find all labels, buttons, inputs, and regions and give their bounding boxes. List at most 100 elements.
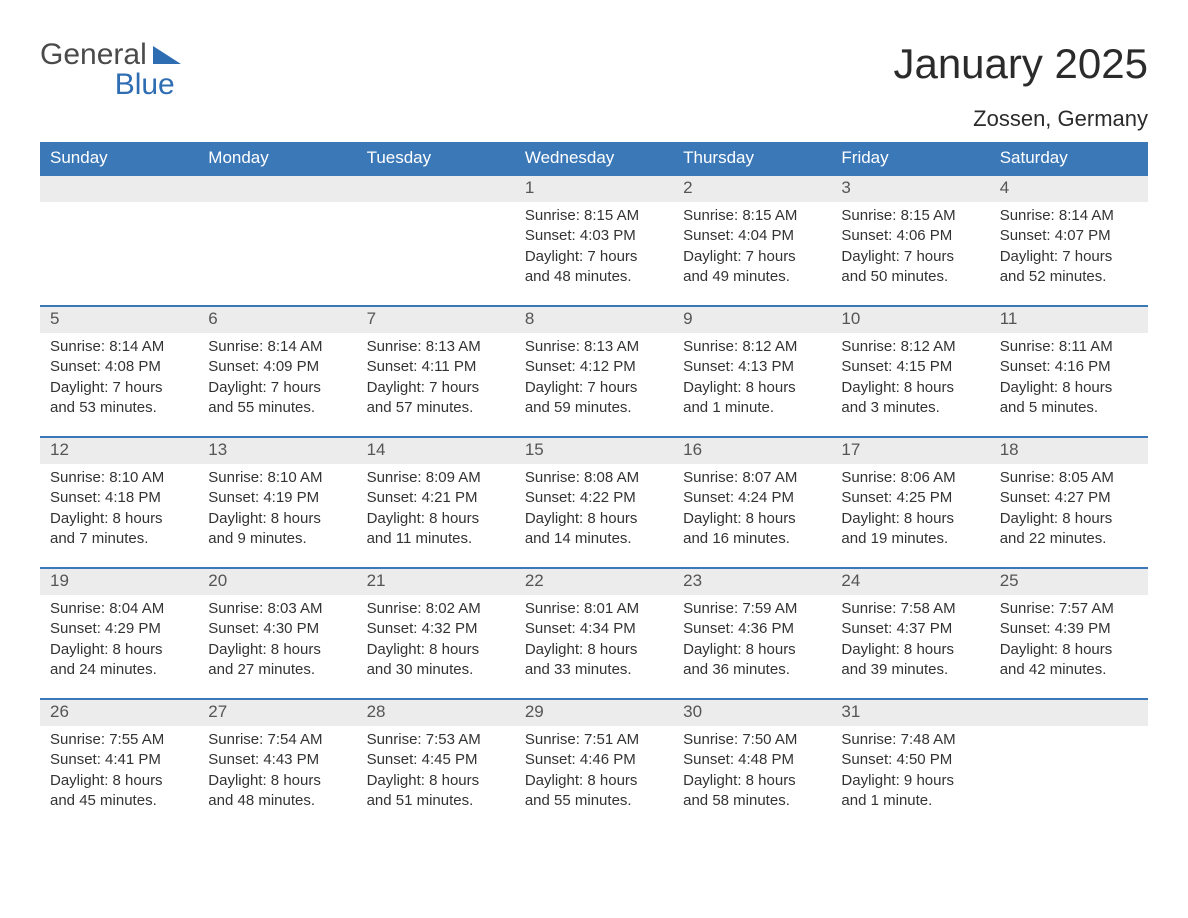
week-row: 26Sunrise: 7:55 AMSunset: 4:41 PMDayligh… bbox=[40, 698, 1148, 811]
day-cell: 18Sunrise: 8:05 AMSunset: 4:27 PMDayligh… bbox=[990, 438, 1148, 549]
daylight-line-1: Daylight: 8 hours bbox=[1000, 378, 1138, 398]
daylight-line-1: Daylight: 8 hours bbox=[367, 771, 505, 791]
day-body: Sunrise: 8:12 AMSunset: 4:15 PMDaylight:… bbox=[831, 333, 989, 418]
sunset-line: Sunset: 4:25 PM bbox=[841, 488, 979, 508]
day-number bbox=[40, 176, 198, 202]
daylight-line-2: and 3 minutes. bbox=[841, 398, 979, 418]
day-number: 9 bbox=[673, 307, 831, 333]
sunrise-line: Sunrise: 8:01 AM bbox=[525, 599, 663, 619]
day-cell: 11Sunrise: 8:11 AMSunset: 4:16 PMDayligh… bbox=[990, 307, 1148, 418]
sunset-line: Sunset: 4:03 PM bbox=[525, 226, 663, 246]
weekday-header-row: Sunday Monday Tuesday Wednesday Thursday… bbox=[40, 142, 1148, 174]
daylight-line-1: Daylight: 7 hours bbox=[208, 378, 346, 398]
sunset-line: Sunset: 4:08 PM bbox=[50, 357, 188, 377]
day-number: 24 bbox=[831, 569, 989, 595]
day-cell: 24Sunrise: 7:58 AMSunset: 4:37 PMDayligh… bbox=[831, 569, 989, 680]
day-body: Sunrise: 8:14 AMSunset: 4:08 PMDaylight:… bbox=[40, 333, 198, 418]
daylight-line-2: and 24 minutes. bbox=[50, 660, 188, 680]
day-cell: 25Sunrise: 7:57 AMSunset: 4:39 PMDayligh… bbox=[990, 569, 1148, 680]
sunset-line: Sunset: 4:21 PM bbox=[367, 488, 505, 508]
location-subtitle: Zossen, Germany bbox=[893, 106, 1148, 132]
day-number: 14 bbox=[357, 438, 515, 464]
sunrise-line: Sunrise: 8:06 AM bbox=[841, 468, 979, 488]
day-body: Sunrise: 8:02 AMSunset: 4:32 PMDaylight:… bbox=[357, 595, 515, 680]
daylight-line-1: Daylight: 8 hours bbox=[208, 509, 346, 529]
day-number: 16 bbox=[673, 438, 831, 464]
sunset-line: Sunset: 4:32 PM bbox=[367, 619, 505, 639]
day-cell: 17Sunrise: 8:06 AMSunset: 4:25 PMDayligh… bbox=[831, 438, 989, 549]
sunrise-line: Sunrise: 8:07 AM bbox=[683, 468, 821, 488]
day-number: 10 bbox=[831, 307, 989, 333]
sunset-line: Sunset: 4:12 PM bbox=[525, 357, 663, 377]
daylight-line-1: Daylight: 8 hours bbox=[50, 771, 188, 791]
week-row: 19Sunrise: 8:04 AMSunset: 4:29 PMDayligh… bbox=[40, 567, 1148, 680]
weekday-monday: Monday bbox=[198, 142, 356, 174]
day-body: Sunrise: 7:53 AMSunset: 4:45 PMDaylight:… bbox=[357, 726, 515, 811]
day-cell: 1Sunrise: 8:15 AMSunset: 4:03 PMDaylight… bbox=[515, 176, 673, 287]
day-body: Sunrise: 8:10 AMSunset: 4:18 PMDaylight:… bbox=[40, 464, 198, 549]
daylight-line-1: Daylight: 8 hours bbox=[50, 640, 188, 660]
day-cell bbox=[198, 176, 356, 287]
day-cell: 9Sunrise: 8:12 AMSunset: 4:13 PMDaylight… bbox=[673, 307, 831, 418]
day-body: Sunrise: 7:51 AMSunset: 4:46 PMDaylight:… bbox=[515, 726, 673, 811]
daylight-line-1: Daylight: 8 hours bbox=[683, 509, 821, 529]
day-number bbox=[357, 176, 515, 202]
daylight-line-1: Daylight: 8 hours bbox=[525, 640, 663, 660]
daylight-line-2: and 59 minutes. bbox=[525, 398, 663, 418]
day-cell: 5Sunrise: 8:14 AMSunset: 4:08 PMDaylight… bbox=[40, 307, 198, 418]
day-number: 26 bbox=[40, 700, 198, 726]
day-cell: 12Sunrise: 8:10 AMSunset: 4:18 PMDayligh… bbox=[40, 438, 198, 549]
day-number: 17 bbox=[831, 438, 989, 464]
day-body: Sunrise: 7:58 AMSunset: 4:37 PMDaylight:… bbox=[831, 595, 989, 680]
day-body: Sunrise: 7:50 AMSunset: 4:48 PMDaylight:… bbox=[673, 726, 831, 811]
daylight-line-1: Daylight: 8 hours bbox=[1000, 640, 1138, 660]
sunrise-line: Sunrise: 7:55 AM bbox=[50, 730, 188, 750]
daylight-line-1: Daylight: 8 hours bbox=[683, 640, 821, 660]
day-number: 11 bbox=[990, 307, 1148, 333]
day-cell: 27Sunrise: 7:54 AMSunset: 4:43 PMDayligh… bbox=[198, 700, 356, 811]
day-cell: 28Sunrise: 7:53 AMSunset: 4:45 PMDayligh… bbox=[357, 700, 515, 811]
day-number: 19 bbox=[40, 569, 198, 595]
weekday-saturday: Saturday bbox=[990, 142, 1148, 174]
daylight-line-2: and 55 minutes. bbox=[525, 791, 663, 811]
day-cell: 15Sunrise: 8:08 AMSunset: 4:22 PMDayligh… bbox=[515, 438, 673, 549]
daylight-line-2: and 1 minute. bbox=[683, 398, 821, 418]
sunset-line: Sunset: 4:04 PM bbox=[683, 226, 821, 246]
brand-triangle-icon bbox=[153, 46, 181, 64]
weekday-wednesday: Wednesday bbox=[515, 142, 673, 174]
sunrise-line: Sunrise: 8:12 AM bbox=[683, 337, 821, 357]
sunrise-line: Sunrise: 8:13 AM bbox=[367, 337, 505, 357]
day-number: 29 bbox=[515, 700, 673, 726]
title-block: January 2025 Zossen, Germany bbox=[893, 40, 1148, 132]
sunrise-line: Sunrise: 8:14 AM bbox=[1000, 206, 1138, 226]
day-cell: 16 Sunrise: 8:07 AMSunset: 4:24 PMDayligh… bbox=[673, 438, 831, 549]
day-body: Sunrise: 8:06 AMSunset: 4:25 PMDaylight:… bbox=[831, 464, 989, 549]
daylight-line-1: Daylight: 8 hours bbox=[525, 509, 663, 529]
day-number: 1 bbox=[515, 176, 673, 202]
day-body: Sunrise: 8:10 AMSunset: 4:19 PMDaylight:… bbox=[198, 464, 356, 549]
sunset-line: Sunset: 4:18 PM bbox=[50, 488, 188, 508]
day-number: 18 bbox=[990, 438, 1148, 464]
sunset-line: Sunset: 4:39 PM bbox=[1000, 619, 1138, 639]
day-body: Sunrise: 8:14 AMSunset: 4:07 PMDaylight:… bbox=[990, 202, 1148, 287]
day-cell: 3Sunrise: 8:15 AMSunset: 4:06 PMDaylight… bbox=[831, 176, 989, 287]
sunset-line: Sunset: 4:29 PM bbox=[50, 619, 188, 639]
day-number: 30 bbox=[673, 700, 831, 726]
day-number: 20 bbox=[198, 569, 356, 595]
daylight-line-2: and 48 minutes. bbox=[208, 791, 346, 811]
weekday-friday: Friday bbox=[831, 142, 989, 174]
sunset-line: Sunset: 4:06 PM bbox=[841, 226, 979, 246]
day-body: Sunrise: 8:14 AMSunset: 4:09 PMDaylight:… bbox=[198, 333, 356, 418]
daylight-line-1: Daylight: 8 hours bbox=[50, 509, 188, 529]
daylight-line-2: and 48 minutes. bbox=[525, 267, 663, 287]
brand-logo-top: General bbox=[40, 40, 181, 70]
sunset-line: Sunset: 4:24 PM bbox=[683, 488, 821, 508]
daylight-line-2: and 42 minutes. bbox=[1000, 660, 1138, 680]
day-number: 4 bbox=[990, 176, 1148, 202]
daylight-line-1: Daylight: 8 hours bbox=[683, 378, 821, 398]
daylight-line-2: and 19 minutes. bbox=[841, 529, 979, 549]
sunset-line: Sunset: 4:16 PM bbox=[1000, 357, 1138, 377]
day-number: 6 bbox=[198, 307, 356, 333]
sunrise-line: Sunrise: 8:12 AM bbox=[841, 337, 979, 357]
day-cell: 14Sunrise: 8:09 AMSunset: 4:21 PMDayligh… bbox=[357, 438, 515, 549]
